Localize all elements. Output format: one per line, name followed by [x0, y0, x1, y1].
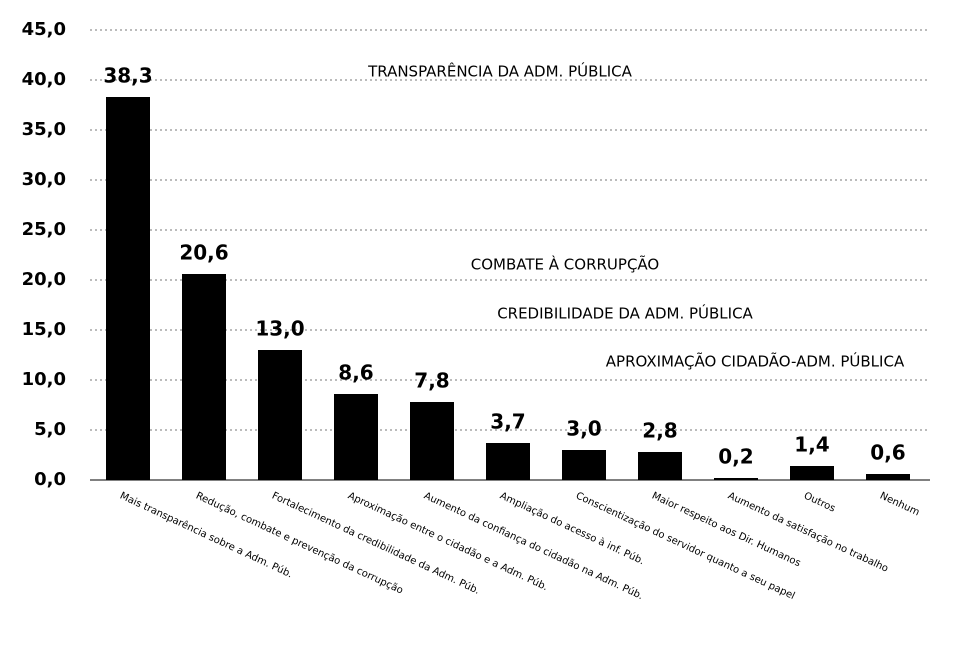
bar	[410, 402, 454, 480]
x-tick-label: Maior respeito aos Dir. Humanos	[650, 491, 802, 570]
y-tick-label: 45,0	[22, 19, 66, 40]
y-tick-label: 25,0	[22, 219, 66, 240]
data-label: 3,0	[566, 417, 601, 441]
data-label: 38,3	[103, 64, 152, 88]
bar	[638, 452, 682, 480]
y-tick-label: 40,0	[22, 69, 66, 90]
y-tick-label: 5,0	[34, 419, 66, 440]
data-label: 13,0	[255, 317, 304, 341]
y-tick-label: 15,0	[22, 319, 66, 340]
bar	[182, 274, 226, 480]
y-tick-label: 35,0	[22, 119, 66, 140]
annotation: CREDIBILIDADE DA ADM. PÚBLICA	[497, 304, 753, 323]
bar	[106, 97, 150, 480]
bar	[714, 478, 758, 480]
annotation: APROXIMAÇÃO CIDADÃO-ADM. PÚBLICA	[606, 352, 905, 371]
y-tick-label: 0,0	[34, 469, 66, 490]
bar	[334, 394, 378, 480]
data-label: 7,8	[414, 369, 449, 393]
x-tick-label: Nenhum	[878, 491, 921, 519]
data-label: 0,6	[870, 441, 905, 465]
data-label: 2,8	[642, 419, 677, 443]
data-label: 8,6	[338, 361, 373, 385]
bar	[562, 450, 606, 480]
annotation: COMBATE À CORRUPÇÃO	[471, 255, 659, 274]
data-label: 0,2	[718, 445, 753, 469]
annotation: TRANSPARÊNCIA DA ADM. PÚBLICA	[367, 62, 633, 81]
bar	[486, 443, 530, 480]
y-tick-label: 20,0	[22, 269, 66, 290]
data-label: 1,4	[794, 433, 829, 457]
bar	[866, 474, 910, 480]
y-tick-label: 30,0	[22, 169, 66, 190]
data-label: 20,6	[179, 241, 228, 265]
data-label: 3,7	[490, 410, 525, 434]
bar	[790, 466, 834, 480]
bar	[258, 350, 302, 480]
y-tick-label: 10,0	[22, 369, 66, 390]
x-tick-label: Ampliação do acesso à inf. Púb.	[498, 490, 646, 568]
x-tick-label: Outros	[802, 491, 837, 515]
